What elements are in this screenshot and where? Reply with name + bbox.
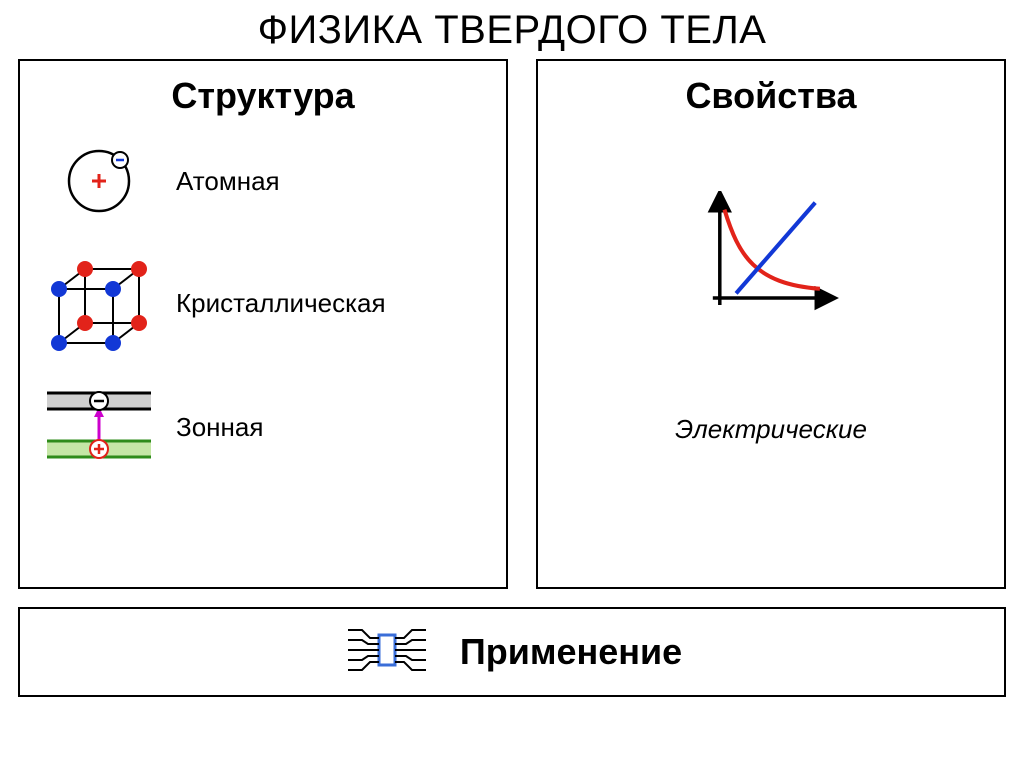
structure-title: Структура bbox=[38, 75, 488, 117]
structure-label-atom: Атомная bbox=[176, 166, 280, 197]
application-title: Применение bbox=[460, 631, 682, 673]
structure-item-lattice: Кристаллическая bbox=[44, 255, 488, 351]
application-panel: Применение bbox=[18, 607, 1006, 697]
structure-item-atom: Атомная bbox=[44, 141, 488, 221]
top-row: Структура А bbox=[18, 59, 1006, 589]
chip-icon bbox=[342, 624, 432, 681]
properties-graph-icon bbox=[701, 191, 841, 324]
bands-icon bbox=[44, 385, 154, 469]
page-title: ФИЗИКА ТВЕРДОГО ТЕЛА bbox=[18, 8, 1006, 53]
lattice-icon bbox=[44, 255, 154, 351]
properties-label-electrical: Электрические bbox=[675, 414, 867, 445]
properties-panel: Свойства Электрические bbox=[536, 59, 1006, 589]
structure-item-bands: Зонная bbox=[44, 385, 488, 469]
properties-title: Свойства bbox=[685, 75, 856, 117]
structure-list: Атомная bbox=[38, 141, 488, 469]
structure-label-bands: Зонная bbox=[176, 412, 263, 443]
atom-icon bbox=[44, 141, 154, 221]
structure-label-lattice: Кристаллическая bbox=[176, 288, 386, 319]
structure-panel: Структура А bbox=[18, 59, 508, 589]
